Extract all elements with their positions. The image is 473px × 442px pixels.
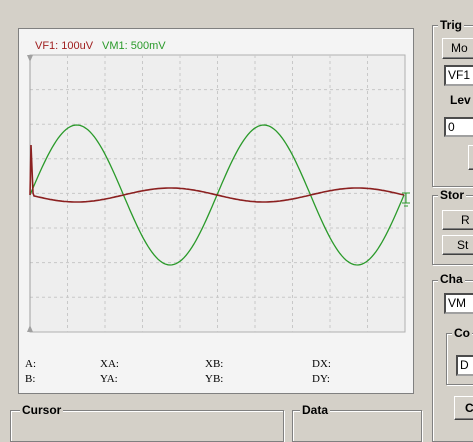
channel-title: Cha	[438, 272, 465, 286]
cursor-group-title: Cursor	[20, 403, 64, 417]
cursor-yb: YB:	[205, 373, 224, 385]
data-group-title: Data	[300, 403, 331, 417]
cursor-xb: XB:	[205, 358, 224, 370]
source-select[interactable]: VF1	[444, 65, 473, 86]
cursor-b-marker	[27, 325, 33, 332]
level-input[interactable]: 0	[444, 117, 473, 137]
mode-button[interactable]: Mo	[442, 38, 473, 59]
cursor-dx: DX:	[312, 358, 331, 370]
trigger-button[interactable]	[468, 145, 473, 170]
cursor-xa: XA:	[100, 358, 119, 370]
coupling-select[interactable]: D	[456, 355, 473, 376]
grid	[30, 55, 405, 332]
cursor-b: B:	[25, 373, 36, 385]
cursor-ya: YA:	[100, 373, 118, 385]
cursor-a-marker	[27, 55, 33, 62]
trigger-title: Trig	[438, 18, 465, 32]
channel-label-vm1: VM1: 500mV	[102, 40, 166, 52]
scope-display	[27, 54, 410, 333]
storage-title: Stor	[438, 188, 466, 202]
coupling-title: Co	[452, 326, 472, 340]
channel-label-vf1: VF1: 100uV	[35, 40, 94, 52]
level-label: Lev	[448, 93, 473, 107]
ground-marker	[402, 192, 410, 207]
storage-button-r[interactable]: R	[442, 210, 473, 230]
vf1-trace	[29, 144, 405, 203]
cursor-dy: DY:	[312, 373, 330, 385]
storage-button-st[interactable]: St	[442, 235, 473, 255]
cursor-a: A:	[25, 358, 36, 370]
channel-select[interactable]: VM	[444, 293, 473, 314]
channel-button[interactable]: C	[454, 396, 473, 420]
oscilloscope-window: VF1: 100uV VM1: 500mV A: XA: XB: DX: B: …	[10, 18, 473, 442]
